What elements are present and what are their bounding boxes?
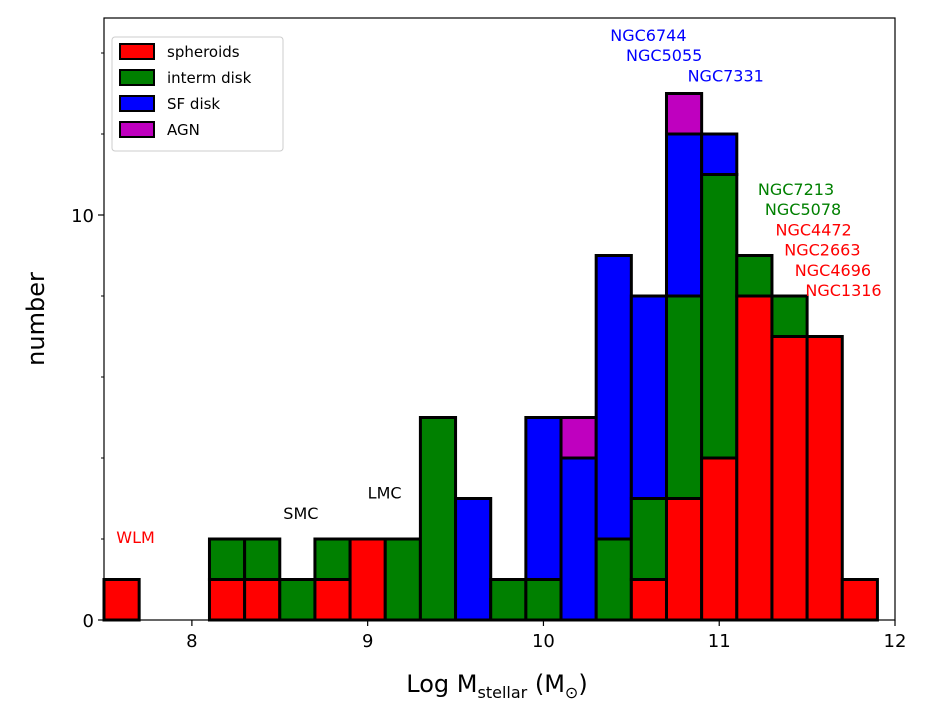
legend-swatch-SF-disk bbox=[119, 95, 155, 112]
legend-swatch-interm-disk bbox=[119, 69, 155, 86]
bar-SF-disk-bin-12 bbox=[594, 254, 633, 541]
legend-swatch-AGN bbox=[119, 121, 155, 138]
bar-SF-disk-bin-8 bbox=[454, 497, 493, 622]
bar-spheroids-bin-5 bbox=[348, 537, 387, 622]
bar-interm-disk-bin-15 bbox=[700, 173, 739, 460]
x-axis-title-units-sub: ⊙ bbox=[565, 683, 578, 702]
annotation-ngc7331: NGC7331 bbox=[688, 66, 764, 85]
bar-SF-disk-bin-15 bbox=[700, 132, 739, 176]
bar-spheroids-bin-2 bbox=[243, 578, 282, 622]
bar-interm-disk-bin-10 bbox=[524, 578, 563, 622]
annotation-ngc5078: NGC5078 bbox=[765, 200, 841, 219]
x-axis-title: Log Mstellar (M⊙) bbox=[406, 670, 587, 702]
ticks-layer: 8 9 10 11 12 0 10 bbox=[71, 52, 907, 652]
bar-interm-disk-bin-1 bbox=[207, 537, 247, 581]
y-tick-label-0: 0 bbox=[83, 611, 94, 632]
bar-spheroids-bin-0 bbox=[102, 578, 141, 622]
bar-spheroids-bin-18 bbox=[805, 335, 844, 622]
bar-interm-disk-bin-2 bbox=[243, 537, 282, 581]
annotation-ngc6744: NGC6744 bbox=[610, 26, 686, 45]
annotation-ngc2663: NGC2663 bbox=[784, 241, 860, 260]
legend-label-SF-disk: SF disk bbox=[167, 95, 220, 113]
bar-interm-disk-bin-4 bbox=[313, 537, 352, 581]
y-tick-label-10: 10 bbox=[71, 206, 94, 227]
x-tick-label-11: 11 bbox=[708, 631, 731, 652]
bar-interm-disk-bin-9 bbox=[489, 578, 528, 622]
bar-SF-disk-bin-13 bbox=[629, 294, 668, 500]
bar-interm-disk-bin-3 bbox=[278, 578, 317, 622]
x-axis-title-main: Log M bbox=[406, 670, 477, 698]
x-axis-title-units: (M bbox=[527, 670, 565, 698]
bar-interm-disk-bin-6 bbox=[383, 537, 422, 622]
bar-AGN-bin-14 bbox=[664, 92, 704, 136]
bar-SF-disk-bin-10 bbox=[524, 416, 563, 581]
x-tick-label-8: 8 bbox=[186, 631, 197, 652]
x-axis-title-units-close: ) bbox=[578, 670, 587, 698]
bar-SF-disk-bin-11 bbox=[559, 456, 598, 622]
bar-interm-disk-bin-17 bbox=[770, 294, 809, 338]
plot-frame bbox=[103, 17, 896, 621]
annotation-ngc4696: NGC4696 bbox=[795, 261, 871, 280]
bar-spheroids-bin-15 bbox=[700, 456, 739, 622]
bar-interm-disk-bin-13 bbox=[629, 497, 668, 581]
bar-interm-disk-bin-7 bbox=[418, 416, 458, 622]
bar-SF-disk-bin-14 bbox=[664, 132, 704, 298]
bar-spheroids-bin-19 bbox=[840, 578, 879, 622]
bar-spheroids-bin-17 bbox=[770, 335, 809, 622]
bar-interm-disk-bin-14 bbox=[664, 294, 704, 500]
x-tick-label-12: 12 bbox=[884, 631, 907, 652]
annotation-ngc4472: NGC4472 bbox=[775, 220, 851, 239]
annotation-lmc: LMC bbox=[368, 484, 402, 503]
bar-AGN-bin-11 bbox=[559, 416, 598, 460]
bars-layer bbox=[102, 92, 879, 622]
x-tick-label-9: 9 bbox=[362, 631, 373, 652]
bar-spheroids-bin-14 bbox=[664, 497, 704, 622]
annotation-wlm: WLM bbox=[116, 528, 155, 547]
annotation-ngc7213: NGC7213 bbox=[758, 180, 834, 199]
x-axis-title-sub: stellar bbox=[477, 683, 527, 702]
annotations-layer: WLMSMCLMCNGC6744NGC5055NGC7331NGC7213NGC… bbox=[116, 26, 881, 547]
bar-spheroids-bin-1 bbox=[207, 578, 247, 622]
bar-spheroids-bin-13 bbox=[629, 578, 668, 622]
legend-label-AGN: AGN bbox=[167, 121, 200, 139]
bar-interm-disk-bin-12 bbox=[594, 537, 633, 622]
legend-label-spheroids: spheroids bbox=[167, 43, 240, 61]
legend-swatch-spheroids bbox=[119, 43, 155, 60]
x-tick-label-10: 10 bbox=[532, 631, 555, 652]
annotation-smc: SMC bbox=[283, 504, 318, 523]
bar-spheroids-bin-16 bbox=[735, 294, 774, 622]
bar-spheroids-bin-4 bbox=[313, 578, 352, 622]
annotation-ngc5055: NGC5055 bbox=[626, 46, 702, 65]
y-axis-title: number bbox=[22, 272, 50, 366]
axes-layer bbox=[103, 17, 896, 621]
bar-interm-disk-bin-16 bbox=[735, 254, 774, 298]
legend: spheroids interm disk SF disk AGN bbox=[111, 36, 284, 152]
annotation-ngc1316: NGC1316 bbox=[805, 281, 881, 300]
legend-label-interm-disk: interm disk bbox=[167, 69, 252, 87]
